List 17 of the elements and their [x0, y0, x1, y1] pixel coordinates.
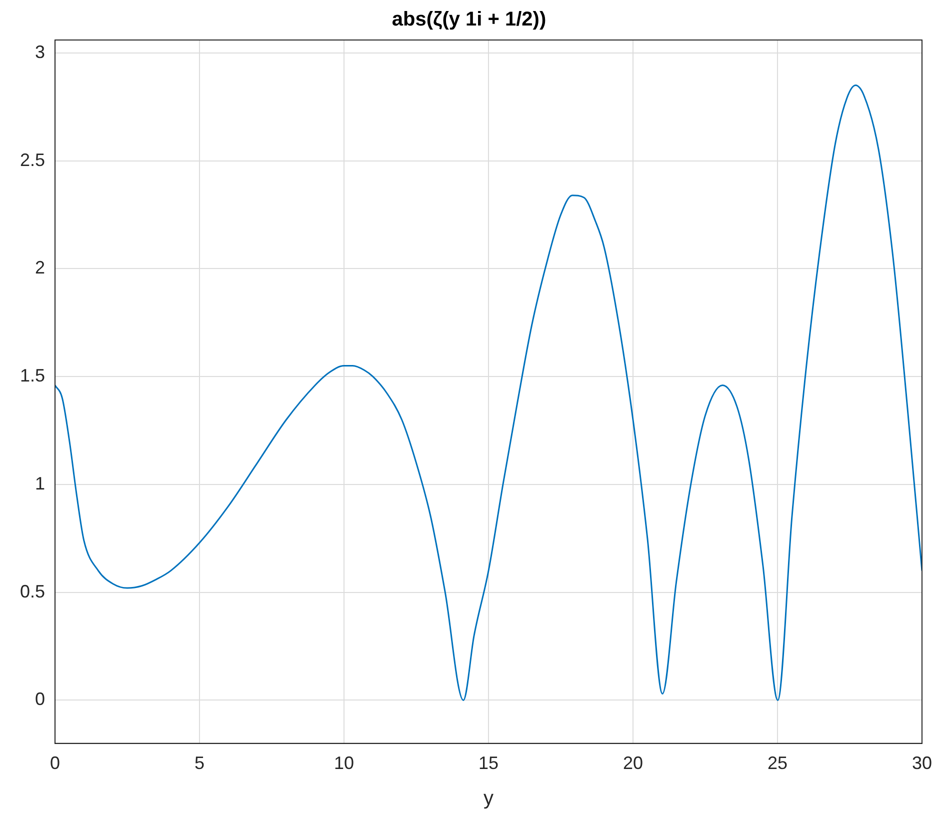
x-tick-label: 20 [622, 753, 644, 774]
y-tick-label: 2 [35, 258, 46, 278]
y-tick-label: 0.5 [20, 581, 46, 602]
x-tick-label: 25 [767, 753, 788, 774]
line-series [55, 84, 922, 701]
x-tick-label: 5 [194, 753, 205, 774]
y-tick-label: 0 [35, 689, 46, 710]
y-tick-label: 2.5 [20, 150, 46, 170]
y-tick-label: 3 [35, 42, 46, 62]
x-tick-label: 15 [478, 753, 499, 774]
x-tick-label: 0 [50, 753, 60, 774]
x-axis-title: y [484, 788, 494, 810]
x-tick-label: 30 [912, 753, 932, 774]
y-tick-label: 1.5 [20, 366, 46, 386]
x-tick-label: 10 [334, 753, 354, 774]
chart-title: abs(ζ(y 1i + 1/2)) [392, 8, 546, 31]
y-tick-label: 1 [35, 473, 46, 494]
